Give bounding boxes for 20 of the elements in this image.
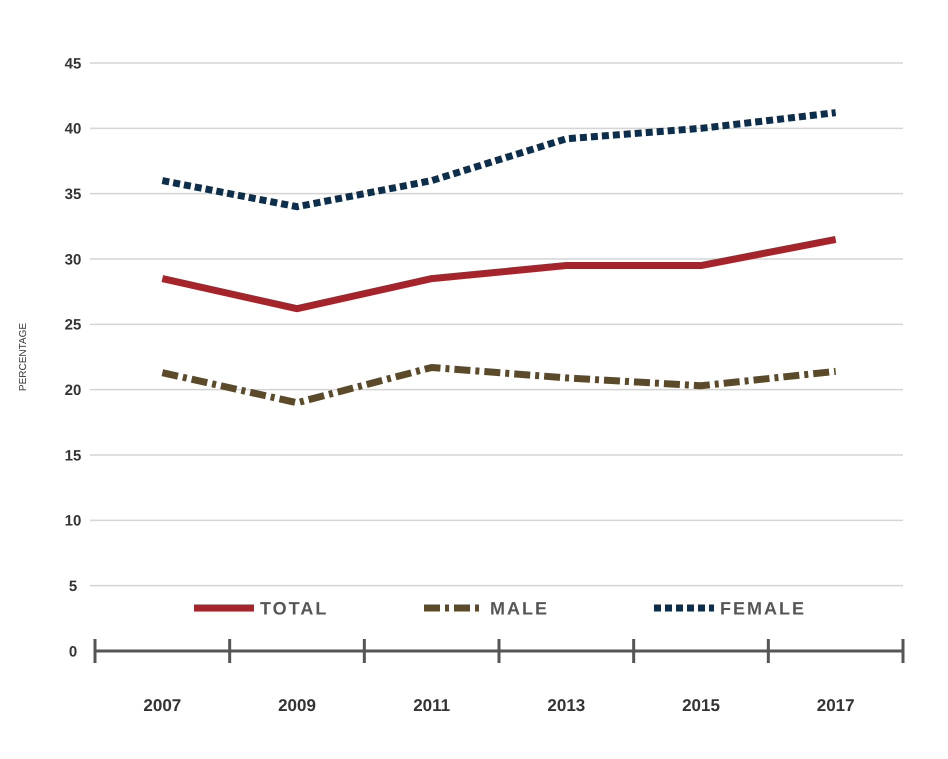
legend-label: TOTAL	[260, 598, 328, 618]
y-tick-label: 25	[64, 316, 82, 334]
legend-label: MALE	[490, 598, 549, 618]
legend-label: FEMALE	[720, 598, 806, 618]
y-tick-label: 20	[64, 382, 82, 399]
y-tick-label: 40	[64, 120, 82, 138]
y-tick-label: 10	[64, 512, 82, 530]
x-tick-label: 2009	[278, 696, 316, 715]
x-tick-label: 2015	[682, 696, 720, 715]
y-tick-label: 5	[68, 578, 78, 595]
y-tick-label: 15	[64, 447, 82, 464]
y-tick-label: 0	[68, 643, 78, 660]
y-tick-label: 45	[64, 55, 82, 72]
y-axis-title: PERCENTAGE	[18, 322, 29, 392]
y-tick-label: 30	[64, 251, 82, 268]
x-tick-label: 2007	[143, 696, 182, 715]
x-tick-label: 2013	[547, 696, 586, 715]
x-tick-label: 2011	[413, 696, 450, 715]
x-tick-label: 2017	[816, 696, 855, 715]
y-tick-label: 35	[64, 186, 82, 203]
